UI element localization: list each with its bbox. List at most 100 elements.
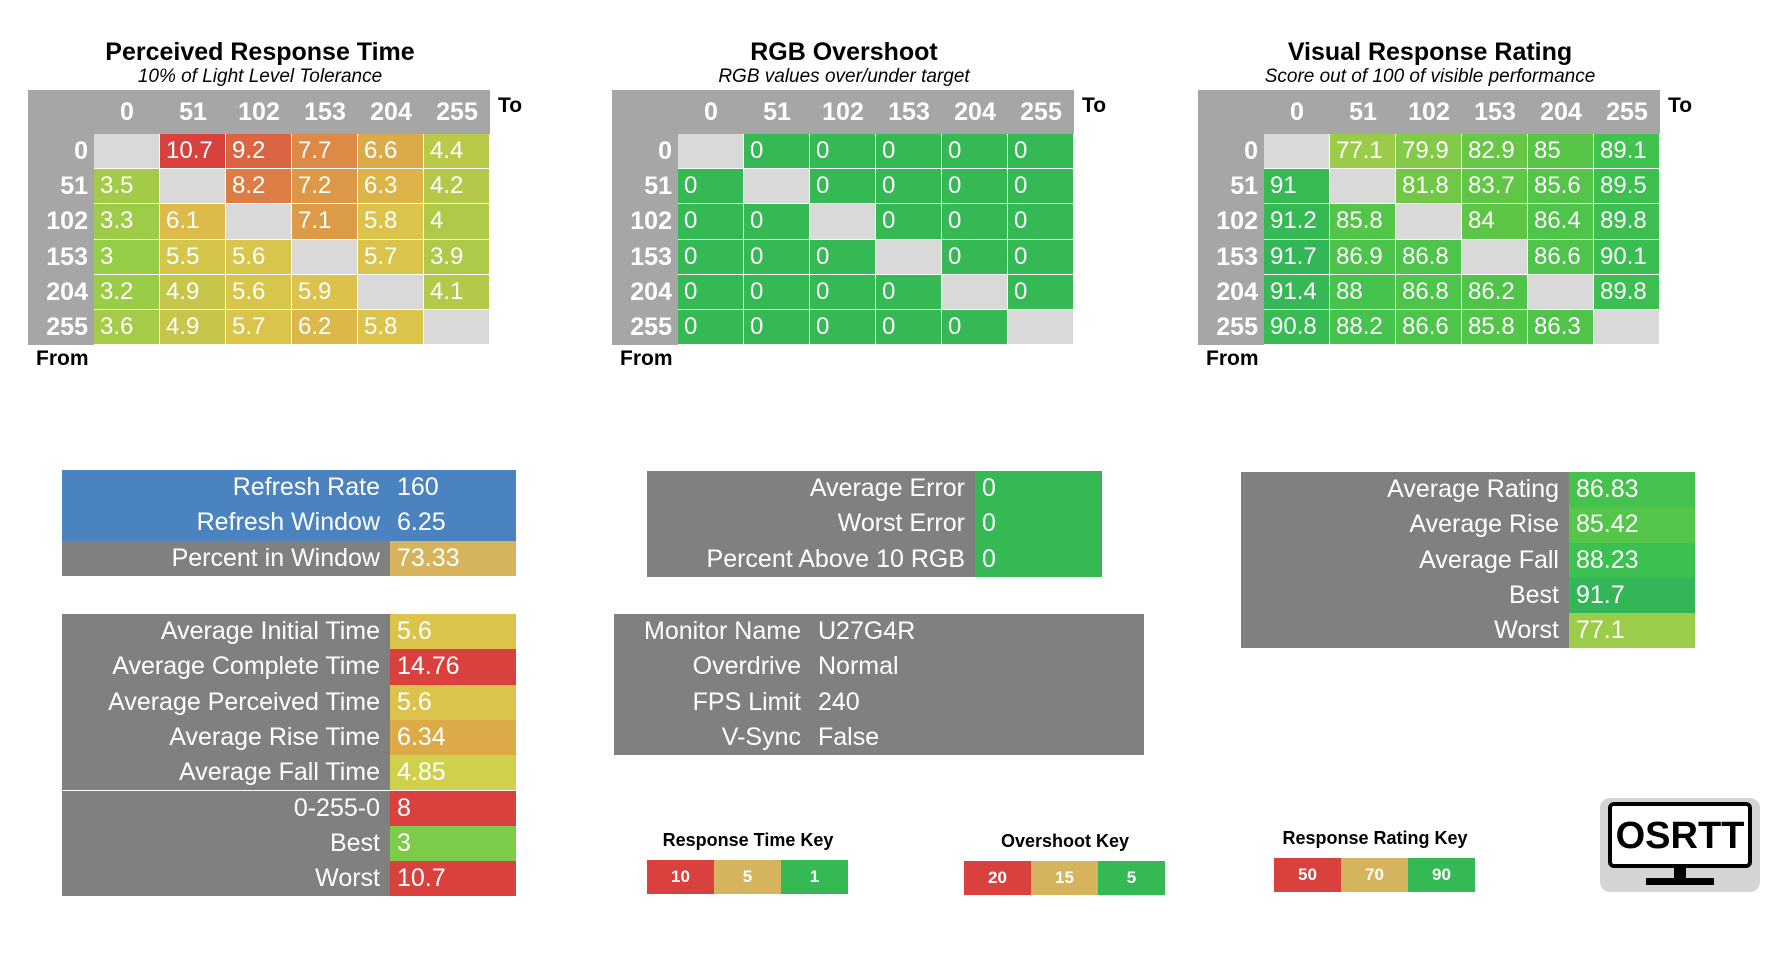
heatmap-cell: 3.3: [94, 204, 160, 240]
heatmap-cell: [876, 239, 942, 275]
stat-label: 0-255-0: [62, 790, 390, 826]
heatmap-cell: 0: [942, 169, 1008, 205]
stat-label: Average Perceived Time: [62, 684, 390, 720]
heatmap-cell: 0: [810, 274, 876, 310]
heatmap-cell: 81.8: [1396, 169, 1462, 205]
column-header: 255: [1020, 97, 1062, 126]
heatmap-cell: 0: [744, 204, 810, 240]
stat-row: Worst 10.7: [62, 861, 516, 897]
heatmap-title: Perceived Response Time: [105, 38, 415, 66]
heatmap-cell: [358, 274, 424, 310]
stat-row: Percent Above 10 RGB 0: [647, 541, 1102, 577]
response-time-key: Response Time Key 10 5 1: [647, 830, 849, 896]
heatmap-cell: 6.3: [358, 169, 424, 205]
heatmap-cell: 86.8: [1396, 239, 1462, 275]
heatmap-cell: [1462, 239, 1528, 275]
heatmap-cell: 6.2: [292, 310, 358, 346]
stat-label: Percent in Window: [62, 540, 390, 576]
column-header: 153: [888, 97, 930, 126]
stat-value: 88.23: [1569, 542, 1695, 578]
heatmap-cell: [810, 204, 876, 240]
heatmap-cell: 86.9: [1330, 239, 1396, 275]
column-header: 153: [1474, 97, 1516, 126]
heatmap-cell: 85.8: [1462, 310, 1528, 346]
key-swatch: 20: [964, 861, 1031, 895]
row-header: 0: [658, 137, 672, 166]
stat-row: Average Rating 86.83: [1241, 472, 1695, 508]
key-title: Response Rating Key: [1282, 828, 1468, 848]
row-header: 153: [1216, 242, 1258, 271]
heatmap-cell: 91.7: [1264, 239, 1330, 275]
heatmap-cell: 0: [810, 169, 876, 205]
heatmap-title: RGB Overshoot: [750, 38, 938, 66]
heatmap-cell: 88: [1330, 274, 1396, 310]
stat-row: Average Fall Time 4.85: [62, 755, 516, 791]
stat-label: Percent Above 10 RGB: [647, 541, 975, 577]
heatmap-cell: 3.6: [94, 310, 160, 346]
stat-row: Worst Error 0: [647, 506, 1102, 542]
heatmap-cell: 91.4: [1264, 274, 1330, 310]
heatmap-cell: 5.5: [160, 239, 226, 275]
from-axis-label: From: [620, 347, 673, 371]
heatmap-cell: 85.6: [1528, 169, 1594, 205]
key-swatch: 50: [1274, 858, 1341, 892]
stat-value: 3: [390, 825, 516, 862]
column-header: 102: [238, 97, 280, 126]
row-header: 153: [630, 242, 672, 271]
heatmap-cell: [292, 239, 358, 275]
heatmap-cell: 5.7: [226, 310, 292, 346]
heatmap-cell: 0: [810, 239, 876, 275]
stat-row: Monitor Name U27G4R: [614, 614, 1144, 650]
stat-row: Average Perceived Time 5.6: [62, 684, 516, 720]
rating-stats-table: Average Rating 86.83 Average Rise 85.42 Aver…: [1241, 472, 1695, 649]
heatmap-cell: 0: [1008, 274, 1074, 310]
stat-value: 0: [975, 541, 1102, 577]
heatmap-cell: 7.2: [292, 169, 358, 205]
heatmap-cell: 0: [1008, 204, 1074, 240]
stat-value: 6.34: [390, 719, 516, 756]
stat-row: Percent in Window 73.33: [62, 540, 516, 576]
column-header: 0: [704, 97, 718, 126]
heatmap-cell: 86.2: [1462, 274, 1528, 310]
heatmap-cell: 5.9: [292, 274, 358, 310]
from-axis-label: From: [36, 347, 89, 371]
heatmap-cell: 0: [876, 134, 942, 170]
stat-value: 10.7: [390, 861, 516, 897]
visual-response-rating-panel: Visual Response Rating Score out of 100 o…: [1198, 36, 1735, 426]
stat-label: V-Sync: [614, 719, 811, 756]
heatmap-cell: 88.2: [1330, 310, 1396, 346]
heatmap-cell: [1330, 169, 1396, 205]
heatmap-cell: 89.1: [1594, 134, 1660, 170]
stat-label: Average Error: [647, 471, 975, 507]
stat-row: Refresh Rate 160: [62, 470, 516, 506]
stat-value: 240: [811, 684, 1144, 720]
heatmap-subtitle: 10% of Light Level Tolerance: [137, 66, 383, 87]
heatmap-cell: 4.9: [160, 310, 226, 346]
rgb-overshoot-panel: RGB Overshoot RGB values over/under targe…: [612, 36, 1149, 426]
column-header: 51: [763, 97, 791, 126]
key-swatch: 1: [781, 860, 848, 894]
stat-label: Average Rating: [1241, 472, 1569, 508]
heatmap-cell: 4.4: [424, 134, 490, 170]
stat-row: Best 91.7: [1241, 577, 1695, 614]
error-stats-table: Average Error 0 Worst Error 0 Percent Above …: [647, 471, 1102, 577]
row-header: 204: [1216, 277, 1258, 306]
heatmap-grid: 0 51 102 153 204 255 0 10.7 9.2 7.7 6.6 4.4 51 3.5 8.2…: [28, 90, 490, 346]
heatmap-cell: [1594, 310, 1660, 346]
heatmap-cell: 82.9: [1462, 134, 1528, 170]
stat-label: Average Rise: [1241, 507, 1569, 543]
heatmap-cell: 0: [678, 274, 744, 310]
stat-row: Average Rise 85.42: [1241, 507, 1695, 543]
heatmap-cell: 0: [1008, 239, 1074, 275]
stat-label: Refresh Window: [62, 505, 390, 541]
stat-value: 5.6: [390, 684, 516, 720]
column-header: 51: [179, 97, 207, 126]
key-swatch: 10: [647, 860, 714, 894]
key-swatch: 5: [714, 860, 781, 894]
stat-row: Average Initial Time 5.6: [62, 614, 516, 650]
heatmap-cell: 86.6: [1396, 310, 1462, 346]
heatmap-cell: 0: [678, 169, 744, 205]
heatmap-cell: 3.5: [94, 169, 160, 205]
stat-label: Average Initial Time: [62, 614, 390, 650]
heatmap-cell: 91.2: [1264, 204, 1330, 240]
